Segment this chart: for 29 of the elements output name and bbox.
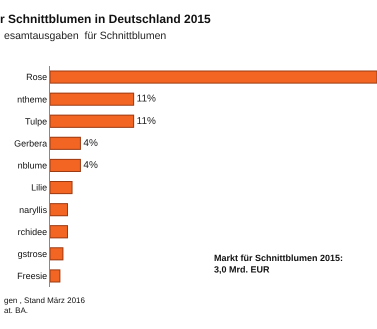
annotation: Markt für Schnittblumen 2015: 3,0 Mrd. EUR [214,253,344,275]
y-tick-label: Tulpe [25,116,48,126]
text: at. BA. [4,306,28,315]
data-label: 11% [136,116,156,127]
bar [50,269,60,283]
bar [50,136,81,150]
y-tick-label: nblume [18,160,48,171]
y-tick-label: Freesie [17,271,48,282]
y-tick-label: rchidee [18,226,48,237]
bar [50,92,134,106]
bar [50,247,64,260]
data-label: 4% [83,160,98,171]
bar [50,180,73,194]
chart-subtitle: esamtausgaben für Schnittblumen [4,30,166,42]
y-tick-label: Rose [26,72,48,82]
data-label: 4% [83,138,98,149]
chart-title: r Schnittblumen in Deutschland 2015 [0,12,212,26]
bar [50,203,68,216]
y-tick-label: ntheme [17,94,48,104]
text: gen , Stand März 2016 [4,296,86,305]
bar [50,158,81,172]
bar [50,114,134,128]
data-label: 11% [136,94,156,105]
y-tick-label: naryllis [19,204,48,215]
bar [50,225,68,238]
y-tick-label: gstrose [18,249,48,259]
bar [50,70,377,84]
y-tick-label: Lilie [31,182,48,193]
y-tick-label: Gerbera [14,138,48,148]
